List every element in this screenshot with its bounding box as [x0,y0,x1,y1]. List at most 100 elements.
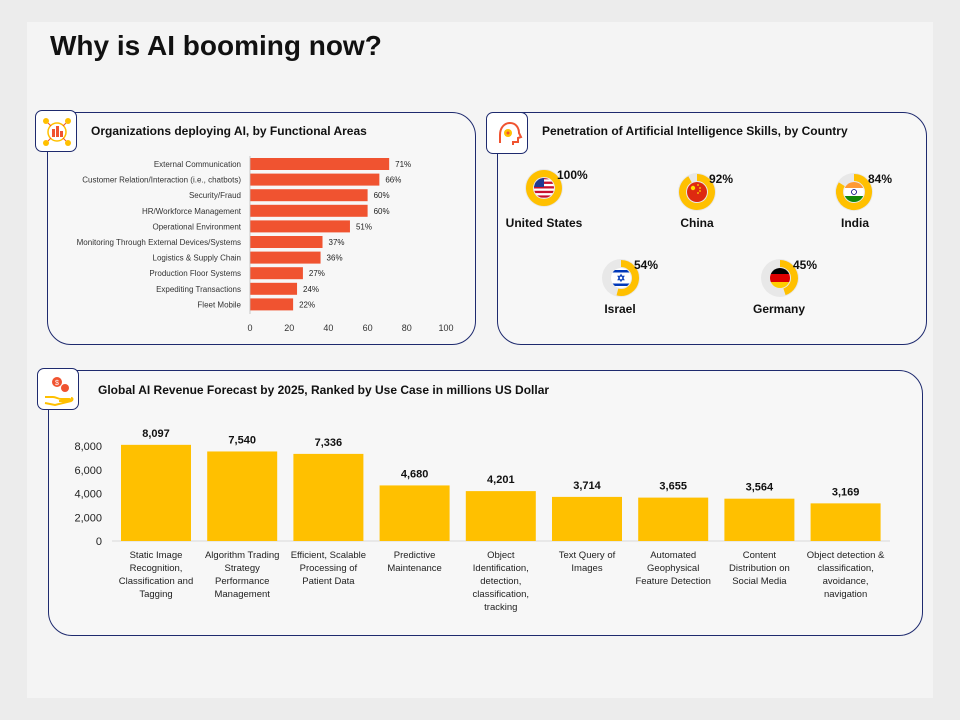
svg-text:$: $ [55,380,59,387]
bar [250,282,298,295]
bar [250,204,368,217]
category-label-line: Feature Detection [635,576,711,587]
category-label: Object detection & classification, avoidan… [807,550,885,600]
category-label: Fleet Mobile [197,300,241,309]
y-tick-label: 2,000 [74,512,102,524]
category-label: Operational Environment [153,222,242,231]
data-label: 51% [356,222,372,231]
functional-areas-icon-box [35,110,77,152]
category-label: Logistics & Supply Chain [153,254,242,263]
bar [250,173,380,186]
category-label: Customer Relation/Interaction (i.e., cha… [82,176,241,185]
category-label-line: Identification, [473,563,529,574]
bar [724,498,795,541]
x-tick-label: 60 [363,323,373,333]
donut-ring [779,260,798,296]
country-name: Germany [752,302,806,316]
category-label-line: classification, [817,563,874,574]
country-percentage: 45% [793,258,818,272]
country-germany: 45% Germany [753,258,850,338]
ai-head-icon [499,121,523,145]
category-label: Production Floor Systems [149,269,241,278]
bar [250,220,350,233]
data-label: 7,336 [315,437,343,449]
category-label-line: Performance [215,576,269,587]
bar [250,267,303,280]
y-tick-label: 4,000 [74,489,102,501]
category-label-line: Patient Data [302,576,355,587]
data-label: 24% [303,285,319,294]
category-label-line: classification, [473,589,530,600]
category-label: HR/Workforce Management [142,207,242,216]
data-label: 66% [385,176,401,185]
category-label-line: Tagging [139,589,172,600]
data-label: 3,169 [832,486,860,498]
bar [207,451,278,541]
country-percentage: 100% [557,168,588,182]
country-name: India [840,216,869,230]
donut-ring [836,174,872,210]
category-label-line: Social Media [732,576,787,587]
category-label-line: Management [214,589,270,600]
bar [638,497,709,541]
country-percentage: 92% [709,172,734,186]
country-india: 84% India [834,172,924,252]
category-label: Security/Fraud [189,191,241,200]
category-label-line: Predictive [394,550,436,561]
x-tick-label: 20 [284,323,294,333]
category-label: Efficient, Scalable Processing of Patient … [291,550,366,587]
data-label: 22% [299,300,315,309]
org-network-icon [43,118,71,146]
category-label: Object Identification, detection, classific… [473,550,530,613]
x-tick-label: 0 [247,323,252,333]
bar [810,503,881,541]
country-united-states: 100% United States [506,168,614,248]
y-tick-label: 8,000 [74,441,102,453]
us-flag-icon [525,169,563,207]
bar [465,491,536,541]
data-label: 71% [395,160,411,169]
data-label: 37% [329,238,345,247]
category-label: Static Image Recognition, Classification a… [119,550,193,600]
country-name: United States [505,216,583,230]
functional-areas-title: Organizations deploying AI, by Functiona… [91,124,367,138]
category-label-line: Content [743,550,777,561]
functional-areas-chart: External Communication 71% Customer Relati… [77,156,454,333]
category-label-line: Object [487,550,515,561]
donut-ring [526,170,562,206]
category-label-line: Geophysical [647,563,699,574]
data-label: 36% [327,254,343,263]
x-tick-label: 80 [402,323,412,333]
donut-ring [679,174,715,210]
data-label: 3,564 [746,482,774,494]
revenue-forecast-title: Global AI Revenue Forecast by 2025, Rank… [98,383,550,397]
country-name: China [680,216,714,230]
country-china: 92% China [677,172,767,252]
y-tick-label: 6,000 [74,465,102,477]
category-label-line: Text Query of [559,550,616,561]
money-hand-icon: $ [44,377,74,407]
category-label-line: Object detection & [807,550,885,561]
category-label-line: tracking [484,602,517,613]
data-label: 3,714 [573,480,601,492]
data-label: 3,655 [659,481,687,493]
category-label-line: navigation [824,589,867,600]
country-skills-title: Penetration of Artificial Intelligence S… [542,124,848,138]
category-label: Content Distribution on Social Media [729,550,790,587]
category-label-line: Recognition, [130,563,183,574]
page-title: Why is AI booming now? [50,30,382,61]
china-flag-icon [678,173,716,211]
category-label-line: Efficient, Scalable [291,550,366,561]
bar [121,444,191,541]
x-tick-label: 40 [323,323,333,333]
bar [250,298,294,311]
bar [250,236,323,248]
category-label-line: Processing of [300,563,358,574]
category-label: Text Query of Images [559,550,616,574]
bar [250,251,321,264]
country-skills-panel [497,112,927,345]
revenue-forecast-icon-box: $ [37,368,79,410]
country-name: Israel [604,302,636,316]
category-label-line: Algorithm Trading [205,550,279,561]
category-label: Expediting Transactions [156,285,241,294]
